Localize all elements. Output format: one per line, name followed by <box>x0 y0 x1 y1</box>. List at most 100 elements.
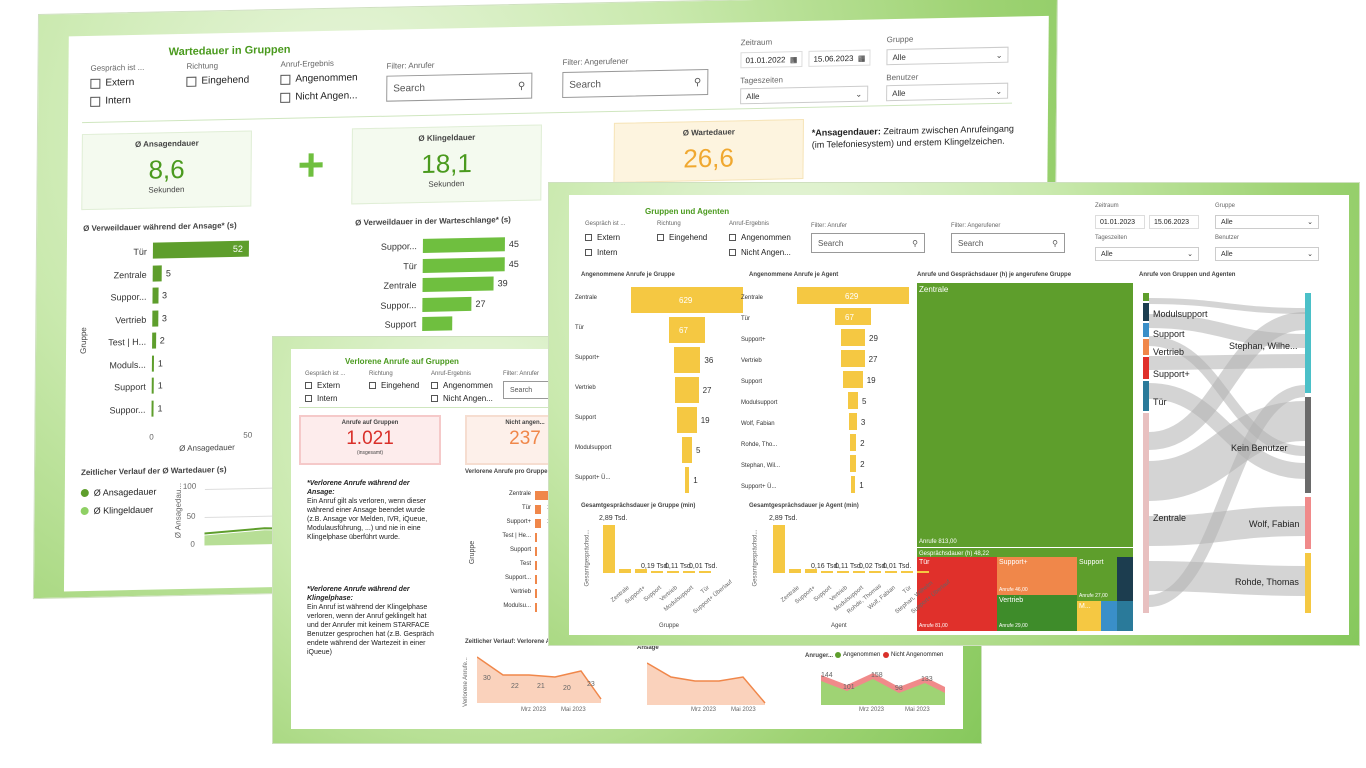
checkbox-nicht-angenommen[interactable]: Nicht Angen... <box>729 248 791 257</box>
bar-label: Wolf, Fabian <box>741 421 775 427</box>
bar-value: 5 <box>165 267 171 278</box>
date-from[interactable]: 01.01.2022 ▦ <box>740 50 803 69</box>
bar-label: Moduls... <box>109 359 146 371</box>
checkbox-eingehend[interactable]: Eingehend <box>657 233 707 242</box>
bar-value: 2 <box>159 335 165 346</box>
filter-label: Gespräch ist ... <box>90 62 145 73</box>
bar <box>422 316 453 331</box>
bar-value: 1 <box>693 476 698 485</box>
chart-title: Gesamtgesprächsdauer je Agent (min) <box>749 503 859 509</box>
tick-label: Mai 2023 <box>905 707 930 713</box>
data-label: 30 <box>483 675 491 682</box>
treemap: Zentrale Anrufe 813,00 Gesprächsdauer (h)… <box>917 283 1133 631</box>
bar-label: Rohde, Tho... <box>741 442 778 448</box>
data-label: 0,11 Tsd. <box>665 563 693 570</box>
treemap-other[interactable] <box>1117 557 1133 601</box>
checkbox-intern[interactable]: Intern <box>585 248 617 257</box>
checkbox-angenommen[interactable]: Angenommen <box>280 72 358 85</box>
checkbox-extern[interactable]: Extern <box>90 77 134 89</box>
checkbox-intern[interactable]: Intern <box>305 394 337 403</box>
sankey-node-label: Modulsupport <box>1153 309 1208 319</box>
filter-label: Filter: Angerufener <box>562 56 629 68</box>
search-input-angerufener[interactable]: Search ⚲ <box>562 68 709 99</box>
treemap-tur[interactable]: Tür Anrufe 81,00 <box>917 557 997 631</box>
bar-label: Support <box>741 379 763 385</box>
bar-value: 67 <box>845 312 854 322</box>
bar <box>843 371 863 388</box>
bar-label: Vertrieb <box>741 358 762 364</box>
axis-label: Agent <box>831 623 847 629</box>
axis-label: Ø Ansagedauer <box>179 442 235 454</box>
bar-label: Support+ <box>575 355 600 361</box>
checkbox-eingehend[interactable]: Eingehend <box>369 381 419 390</box>
checkbox-intern[interactable]: Intern <box>90 95 131 107</box>
select-tageszeiten[interactable]: Alle ⌄ <box>1095 247 1199 261</box>
checkbox-extern[interactable]: Extern <box>585 233 620 242</box>
divider <box>299 407 699 408</box>
checkbox-nicht-angenommen[interactable]: Nicht Angen... <box>431 394 493 403</box>
bar-value: 45 <box>508 238 519 250</box>
bar <box>834 308 872 325</box>
filter-label: Gespräch ist ... <box>585 221 626 227</box>
checkbox-eingehend[interactable]: Eingehend <box>186 75 249 87</box>
tick-label: Mai 2023 <box>731 707 756 713</box>
bar-value: 67 <box>679 326 688 335</box>
chevron-down-icon: ⌄ <box>855 89 863 99</box>
data-label: 0,01 Tsd. <box>883 563 912 570</box>
data-label: 0,02 Tsd. <box>859 563 888 570</box>
select-benutzer[interactable]: Alle ⌄ <box>886 82 1009 102</box>
treemap-support-plus[interactable]: Support+ Anrufe 46,00 <box>997 557 1077 595</box>
select-gruppe[interactable]: Alle ⌄ <box>1215 215 1319 229</box>
treemap-other[interactable] <box>1117 601 1133 631</box>
date-to[interactable]: 15.06.2023 <box>1149 215 1199 229</box>
bar <box>837 571 849 573</box>
treemap-modulsupport[interactable]: M... <box>1077 601 1101 631</box>
legend-item: Angenommen <box>835 652 880 658</box>
bar-label: Support+ Ü... <box>575 475 611 481</box>
sankey-node-label: Zentrale <box>1153 513 1187 523</box>
bar <box>773 525 785 573</box>
data-label: 158 <box>871 672 883 679</box>
chart-title: Anrufe von Gruppen und Agenten <box>1139 272 1236 278</box>
chart-title: Anruger... <box>805 653 834 659</box>
bar-value: 52 <box>232 243 243 254</box>
bar <box>535 589 537 598</box>
chart-title: Zeitlicher Verlauf: Verlorene A... <box>465 639 556 645</box>
search-input-anrufer[interactable]: Search ⚲ <box>811 233 925 253</box>
bar <box>853 571 865 573</box>
treemap-support[interactable]: Support Anrufe 27,00 <box>1077 557 1117 601</box>
bar-label: Test | He... <box>502 533 531 539</box>
checkbox-angenommen[interactable]: Angenommen <box>729 233 791 242</box>
line-chart-verlorene <box>477 656 602 703</box>
bar <box>422 237 505 253</box>
select-tageszeiten[interactable]: Alle ⌄ <box>740 85 869 105</box>
treemap-vertrieb[interactable]: Vertrieb Anrufe 29,00 <box>997 595 1077 631</box>
bar <box>869 571 881 573</box>
bar <box>849 455 857 472</box>
date-from[interactable]: 01.01.2023 <box>1095 215 1145 229</box>
search-input-angerufener[interactable]: Search ⚲ <box>951 233 1065 253</box>
bar-label: Tür <box>575 325 584 331</box>
bar <box>603 525 615 573</box>
search-input-anrufer[interactable]: Search ⚲ <box>386 72 533 102</box>
checkbox-angenommen[interactable]: Angenommen <box>431 381 493 390</box>
filter-label: Filter: Angerufener <box>951 223 1001 229</box>
data-label: 2,89 Tsd. <box>599 515 628 522</box>
bar-label: Zentrale <box>113 269 147 280</box>
bar-value: 1 <box>157 402 163 413</box>
line-chart-ansage <box>647 662 766 705</box>
treemap-zentrale[interactable]: Zentrale Anrufe 813,00 <box>917 283 1133 547</box>
bar <box>422 296 472 312</box>
bar-value: 36 <box>704 356 714 365</box>
select-benutzer[interactable]: Alle ⌄ <box>1215 247 1319 261</box>
checkbox-nicht-angenommen[interactable]: Nicht Angen... <box>280 90 358 103</box>
select-gruppe[interactable]: Alle ⌄ <box>886 46 1009 66</box>
date-to[interactable]: 15.06.2023 ▦ <box>808 49 871 67</box>
note-verlorene-klingel: *Verlorene Anrufe während der Klingelpha… <box>307 586 434 656</box>
tick-label: 0 <box>190 539 195 549</box>
treemap-other[interactable] <box>1101 601 1117 631</box>
bar <box>651 571 663 573</box>
bar-value: 39 <box>497 278 508 289</box>
checkbox-extern[interactable]: Extern <box>305 381 340 390</box>
bar <box>152 264 163 282</box>
